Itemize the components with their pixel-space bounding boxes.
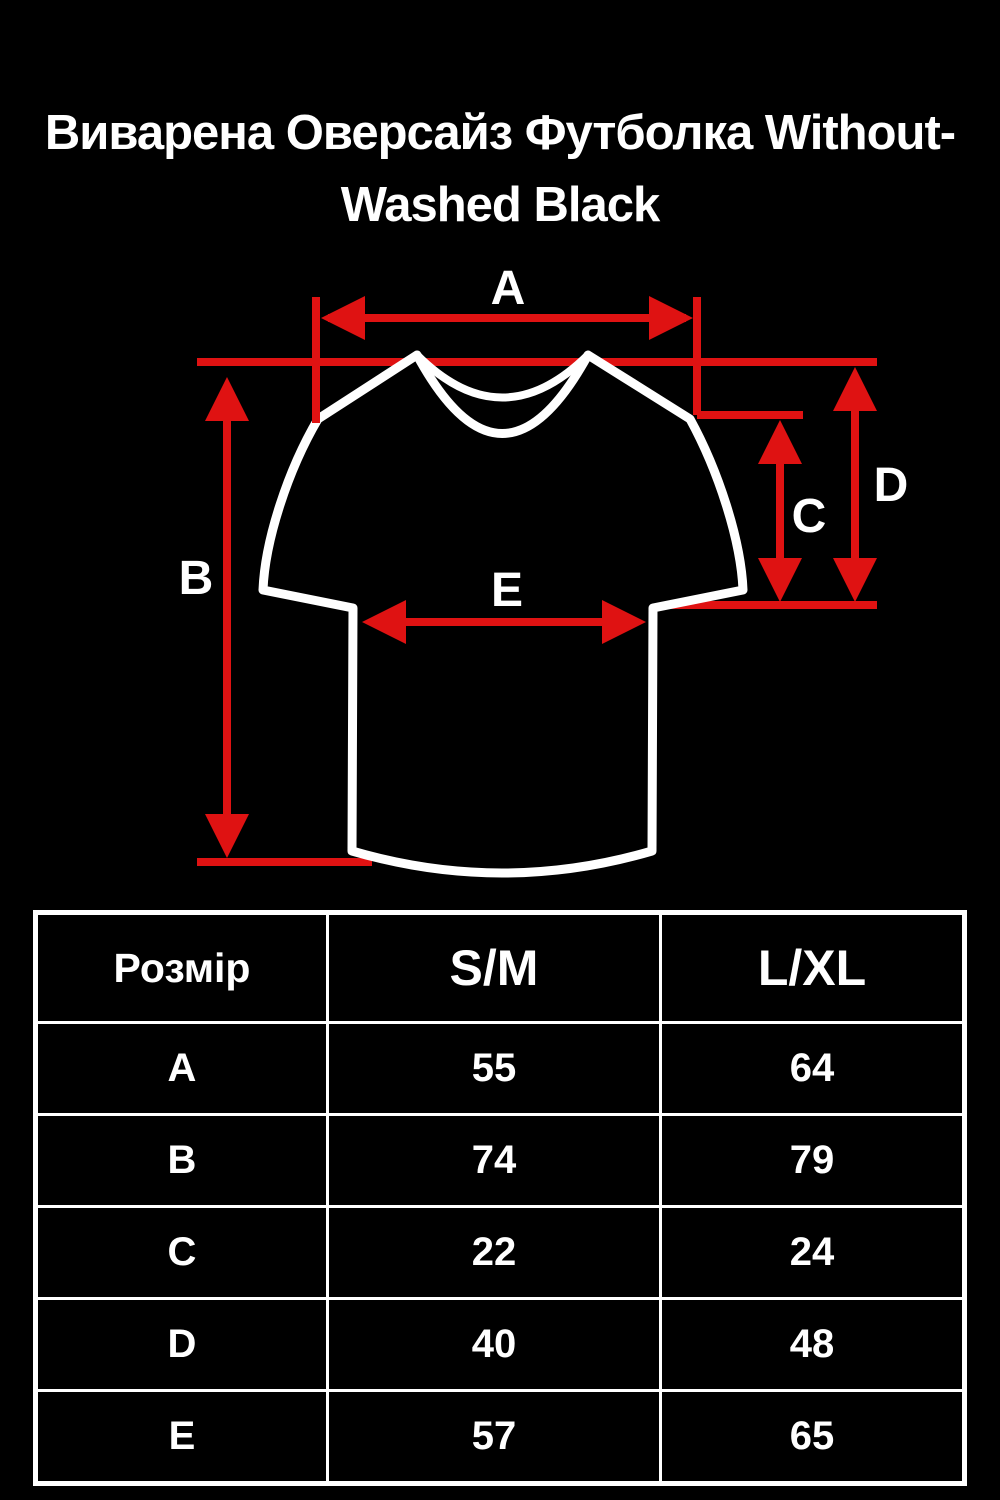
dim-a-arrowhead-left [321, 296, 365, 340]
dim-a-arrowhead-right [649, 296, 693, 340]
product-title: Виварена Оверсайз Футболка Without- Wash… [0, 97, 1000, 241]
tshirt-illustration [258, 350, 748, 878]
dim-label-d: D [874, 459, 909, 512]
dim-cell: C [38, 1208, 326, 1297]
dim-label-a: A [491, 262, 526, 315]
dim-e-arrowhead-left [362, 600, 406, 644]
value-cell: 55 [329, 1024, 659, 1113]
dim-cell: B [38, 1116, 326, 1205]
dim-cell: E [38, 1392, 326, 1481]
dim-c-arrowhead-down [758, 558, 802, 602]
dim-cell: A [38, 1024, 326, 1113]
value-cell: 74 [329, 1116, 659, 1205]
dim-c-arrowhead-up [758, 420, 802, 464]
dim-cell: D [38, 1300, 326, 1389]
tshirt-silhouette [263, 355, 743, 873]
value-cell: 64 [662, 1024, 962, 1113]
dim-b-arrowhead-up [205, 377, 249, 421]
measurement-diagram: A B C D E [179, 262, 909, 878]
dim-label-b: B [179, 552, 214, 605]
dim-label-e: E [491, 564, 523, 617]
table-row-d: D 40 48 [38, 1300, 962, 1389]
product-title-line2: Washed Black [340, 178, 660, 232]
value-cell: 65 [662, 1392, 962, 1481]
dim-e-arrowhead-right [602, 600, 646, 644]
table-row-a: A 55 64 [38, 1024, 962, 1113]
table-row-e: E 57 65 [38, 1392, 962, 1481]
table-row-b: B 74 79 [38, 1116, 962, 1205]
dim-b-arrowhead-down [205, 814, 249, 858]
value-cell: 57 [329, 1392, 659, 1481]
size-table-header-lxl: L/XL [662, 915, 962, 1021]
value-cell: 24 [662, 1208, 962, 1297]
tshirt-outline [258, 350, 748, 878]
value-cell: 79 [662, 1116, 962, 1205]
tshirt-collar-back-arc [413, 351, 592, 402]
dim-d-arrowhead-up [833, 367, 877, 411]
product-title-line1: Виварена Оверсайз Футболка Without- [44, 106, 956, 160]
size-table-header-sm: S/M [329, 915, 659, 1021]
value-cell: 40 [329, 1300, 659, 1389]
size-table-header-size: Розмір [38, 915, 326, 1021]
table-row-c: C 22 24 [38, 1208, 962, 1297]
size-table-header-row: Розмір S/M L/XL [38, 915, 962, 1021]
dim-label-c: C [792, 490, 827, 543]
size-table: Розмір S/M L/XL A 55 64 B 74 79 C 22 24 [33, 910, 967, 1486]
value-cell: 22 [329, 1208, 659, 1297]
dim-d-arrowhead-down [833, 558, 877, 602]
value-cell: 48 [662, 1300, 962, 1389]
